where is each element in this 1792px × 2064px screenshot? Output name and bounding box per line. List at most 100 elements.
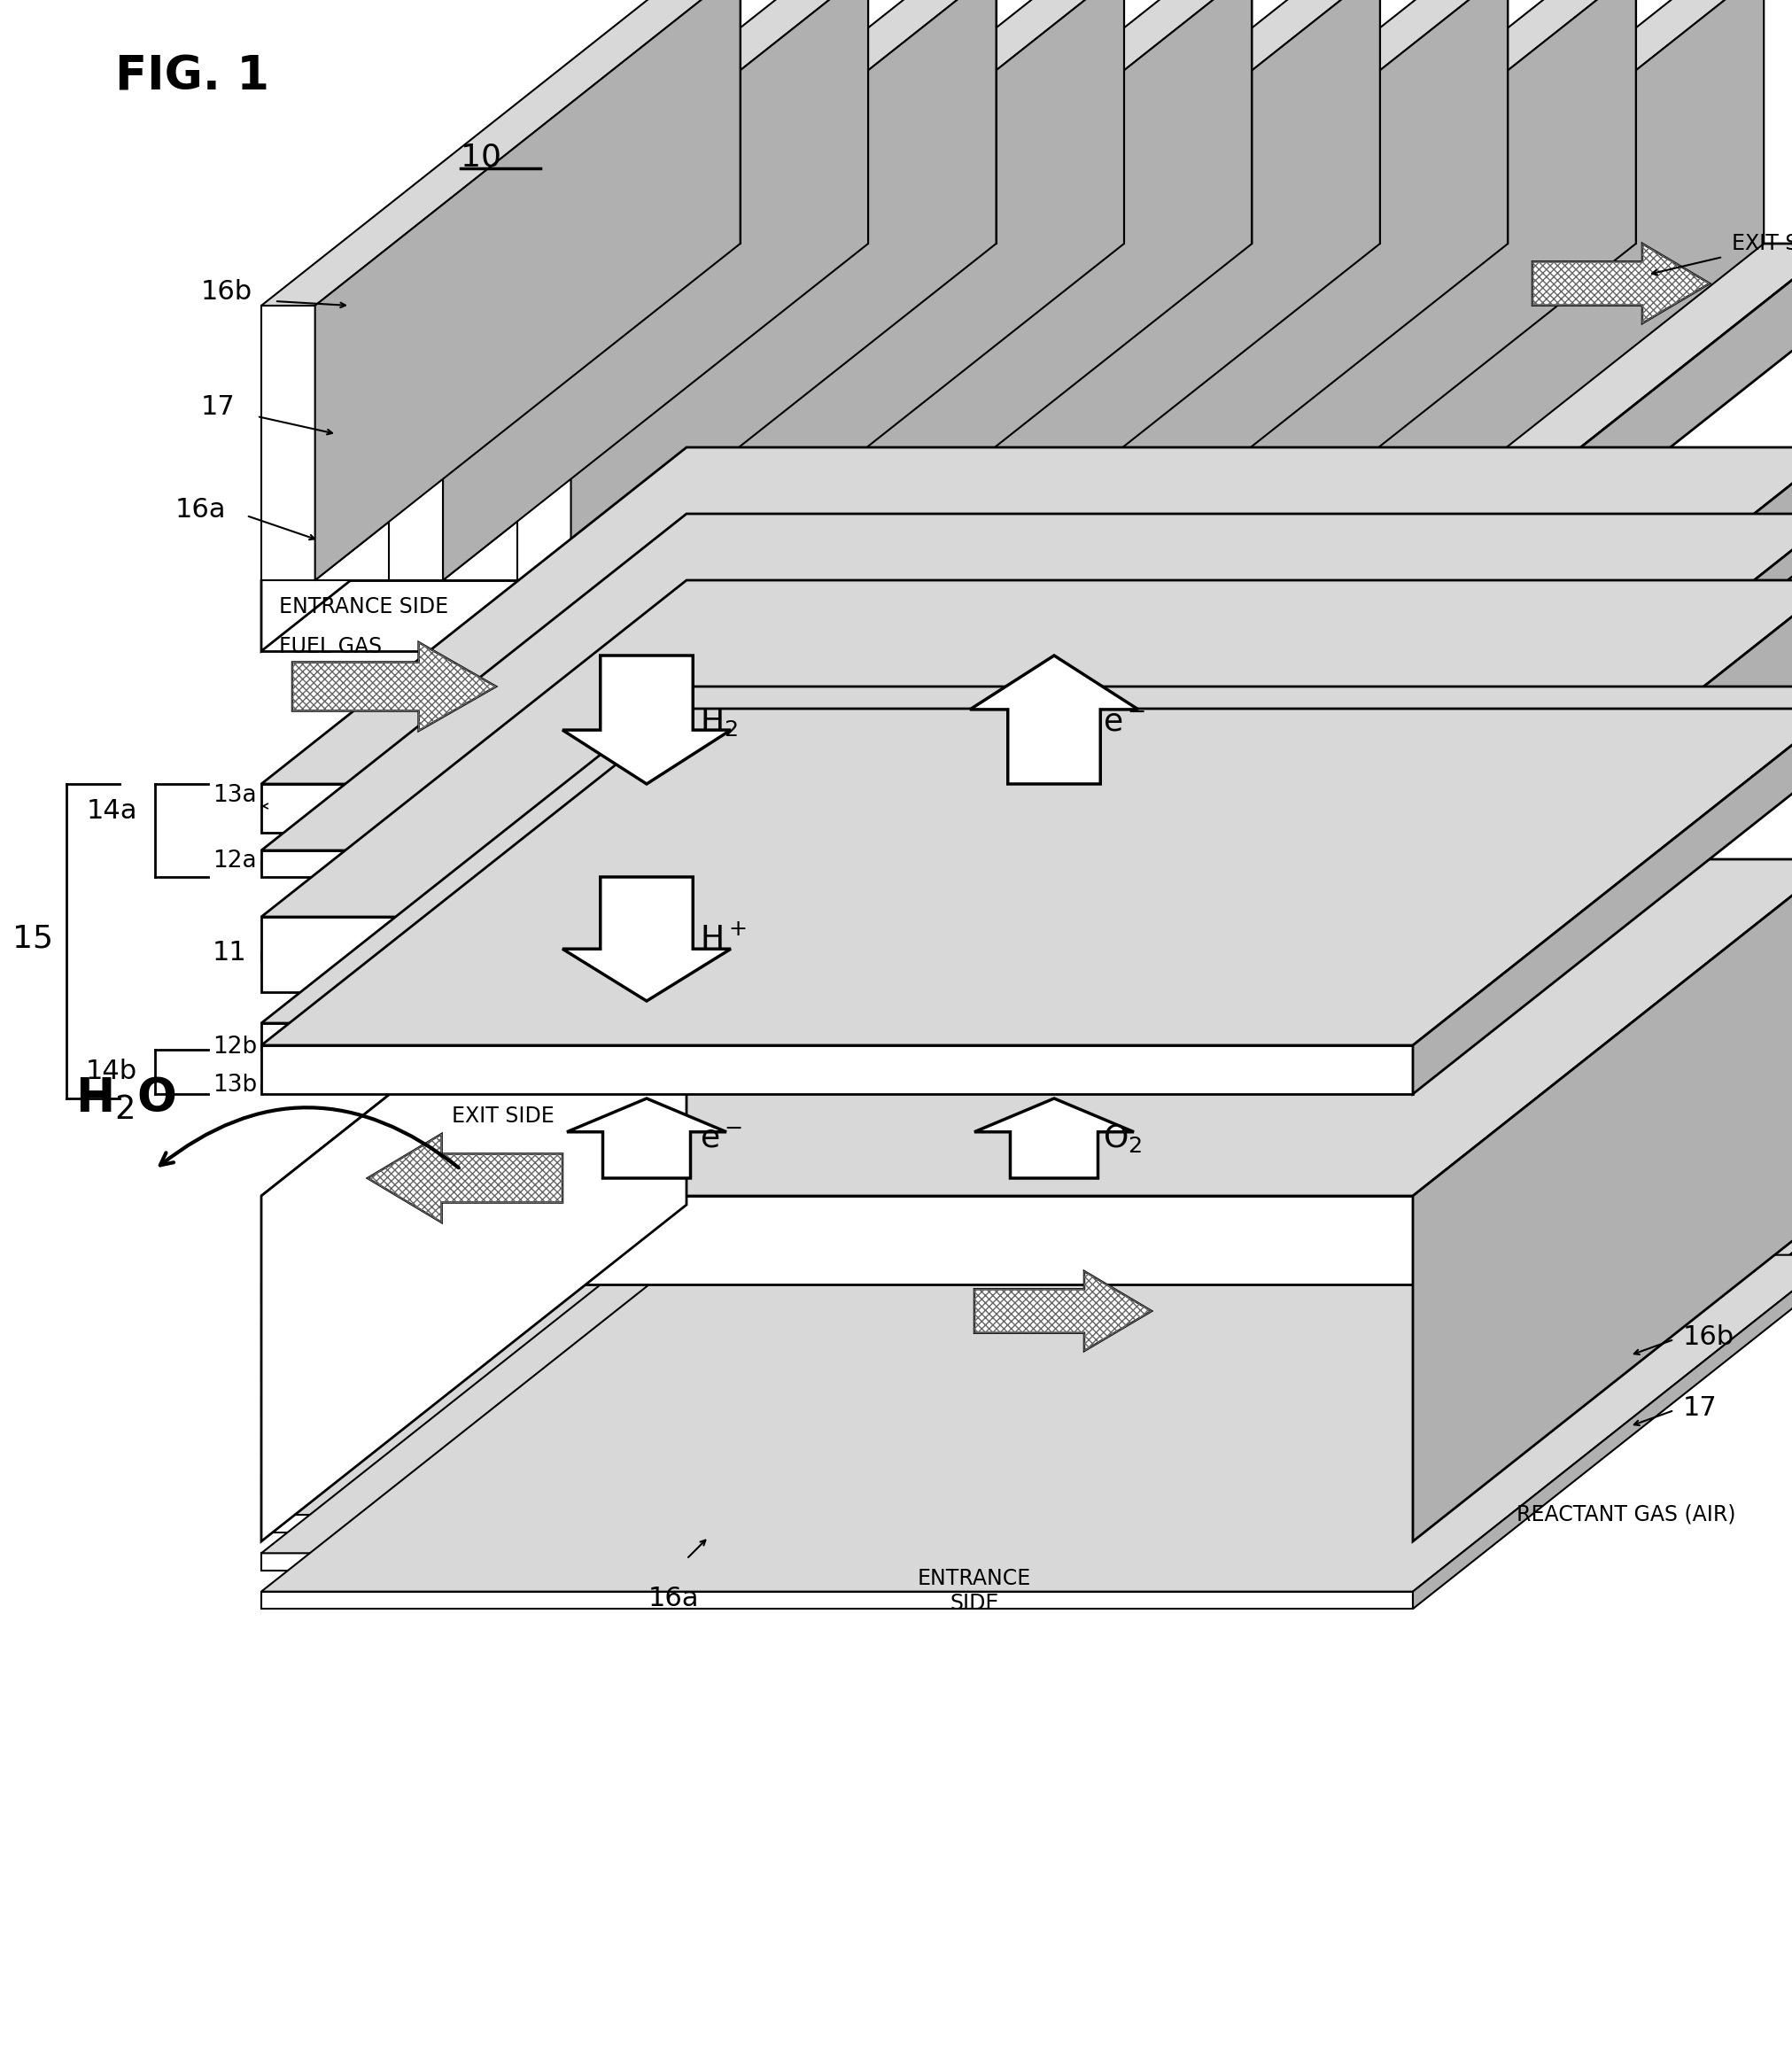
Polygon shape [955, 0, 1380, 580]
Polygon shape [1412, 1179, 1792, 1531]
Text: ENTRANCE
SIDE: ENTRANCE SIDE [918, 1569, 1030, 1614]
Polygon shape [518, 305, 572, 580]
Polygon shape [1412, 1063, 1792, 1416]
Polygon shape [686, 1234, 1792, 1255]
Polygon shape [1082, 0, 1507, 580]
Text: 10: 10 [461, 142, 502, 171]
Polygon shape [315, 244, 814, 580]
Polygon shape [1070, 0, 1124, 244]
Polygon shape [262, 1255, 1792, 1591]
Polygon shape [262, 1515, 1412, 1531]
Polygon shape [262, 1323, 1412, 1340]
Polygon shape [772, 0, 1253, 305]
Polygon shape [955, 244, 1455, 580]
Polygon shape [367, 1133, 563, 1222]
Polygon shape [563, 877, 731, 1001]
Polygon shape [1532, 244, 1710, 324]
Polygon shape [262, 987, 1792, 1323]
Polygon shape [262, 1102, 1792, 1439]
Polygon shape [969, 656, 1138, 784]
Polygon shape [1199, 0, 1253, 244]
Polygon shape [814, 0, 867, 244]
Polygon shape [292, 642, 496, 731]
Text: EXIT SIDE: EXIT SIDE [1731, 233, 1792, 254]
Text: e$^-$: e$^-$ [1102, 706, 1145, 737]
Text: 16a: 16a [647, 1585, 699, 1612]
Polygon shape [262, 1439, 1412, 1455]
Polygon shape [262, 1362, 1412, 1379]
Polygon shape [686, 1119, 1792, 1139]
Polygon shape [262, 580, 1412, 650]
Polygon shape [1412, 514, 1792, 877]
Polygon shape [686, 1042, 1792, 1063]
Text: 15: 15 [13, 925, 54, 954]
Polygon shape [262, 1024, 1412, 1051]
Polygon shape [262, 1024, 1792, 1362]
Polygon shape [686, 0, 740, 244]
Polygon shape [1158, 0, 1636, 305]
Polygon shape [262, 1195, 1412, 1284]
Polygon shape [645, 305, 699, 580]
Polygon shape [262, 850, 1412, 877]
Text: 17: 17 [1683, 1395, 1717, 1422]
Text: 13b: 13b [213, 1073, 256, 1096]
Polygon shape [1412, 1139, 1792, 1494]
Polygon shape [686, 1079, 1792, 1102]
Polygon shape [686, 1195, 1792, 1216]
Polygon shape [262, 1179, 1792, 1515]
Polygon shape [1412, 1024, 1792, 1379]
Polygon shape [572, 244, 1070, 580]
Polygon shape [262, 1591, 1412, 1608]
Polygon shape [518, 0, 996, 305]
Polygon shape [262, 916, 1412, 993]
Polygon shape [262, 244, 686, 650]
Polygon shape [1158, 305, 1211, 580]
Polygon shape [1412, 687, 1792, 1051]
Text: 12b: 12b [213, 1036, 256, 1059]
Polygon shape [645, 0, 1124, 305]
Polygon shape [1582, 0, 1636, 244]
Polygon shape [262, 687, 1792, 1024]
Polygon shape [826, 0, 1253, 580]
Polygon shape [262, 0, 740, 305]
Text: H$^+$: H$^+$ [701, 925, 747, 954]
Text: H$_2$O: H$_2$O [75, 1075, 176, 1121]
Text: 16a: 16a [176, 497, 226, 522]
Polygon shape [1710, 0, 1763, 244]
Polygon shape [901, 305, 955, 580]
Polygon shape [389, 0, 867, 305]
Polygon shape [262, 1044, 1412, 1094]
Polygon shape [1211, 0, 1636, 580]
Polygon shape [262, 1063, 1792, 1399]
Polygon shape [262, 859, 1792, 1195]
Polygon shape [1412, 1216, 1792, 1571]
Polygon shape [699, 244, 1199, 580]
Polygon shape [262, 1216, 1792, 1554]
Polygon shape [1326, 0, 1380, 244]
Polygon shape [1029, 0, 1507, 305]
Polygon shape [1285, 0, 1763, 305]
Polygon shape [699, 0, 1124, 580]
Polygon shape [262, 514, 1792, 850]
Text: FIG. 1: FIG. 1 [115, 54, 269, 99]
Text: 12a: 12a [213, 850, 256, 873]
Polygon shape [1412, 859, 1792, 1542]
Polygon shape [262, 784, 1412, 832]
Polygon shape [443, 0, 867, 580]
Polygon shape [389, 305, 443, 580]
Text: 14a: 14a [86, 797, 138, 824]
Polygon shape [975, 1098, 1134, 1179]
Polygon shape [1412, 1255, 1792, 1608]
Polygon shape [262, 708, 1792, 1044]
Polygon shape [262, 580, 1792, 916]
Polygon shape [943, 0, 996, 244]
Polygon shape [262, 1284, 1412, 1302]
Polygon shape [1211, 244, 1710, 580]
Polygon shape [262, 448, 1792, 784]
Polygon shape [262, 1399, 1412, 1416]
Text: 16b: 16b [1683, 1325, 1735, 1350]
Polygon shape [262, 1139, 1792, 1476]
Polygon shape [1412, 1102, 1792, 1455]
Polygon shape [686, 1003, 1792, 1024]
Text: 16b: 16b [201, 279, 253, 305]
